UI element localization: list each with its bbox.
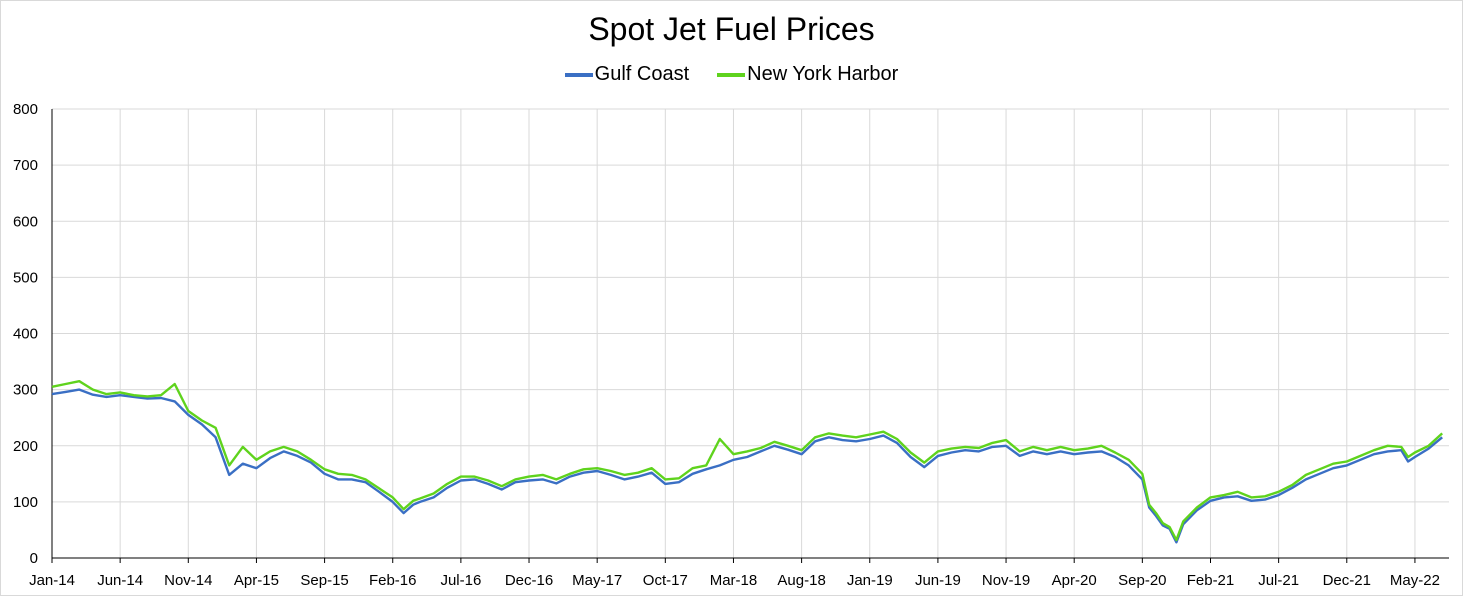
- y-tick-label: 400: [13, 326, 38, 343]
- x-tick-label: Apr-20: [1052, 572, 1097, 589]
- y-tick-label: 0: [30, 550, 38, 567]
- x-tick-label: May-17: [572, 572, 622, 589]
- legend-item-gulf-coast: Gulf Coast: [564, 63, 690, 86]
- x-tick-label: May-22: [1390, 572, 1440, 589]
- x-tick-label: Jun-14: [97, 572, 143, 589]
- legend-label-gulf-coast: Gulf Coast: [594, 63, 690, 85]
- y-tick-label: 300: [13, 382, 38, 399]
- y-tick-label: 500: [13, 269, 38, 286]
- x-tick-label: Aug-18: [777, 572, 825, 589]
- series-line-gulf-coast: [51, 388, 1443, 544]
- y-tick-label: 600: [13, 213, 38, 230]
- y-tick-label: 200: [13, 438, 38, 455]
- y-tick-label: 800: [13, 101, 38, 118]
- x-tick-label: Dec-21: [1323, 572, 1371, 589]
- legend-label-new-york-harbor: New York Harbor: [747, 63, 899, 85]
- series-line-new-york-harbor: [51, 380, 1444, 542]
- x-tick-label: Sep-15: [300, 572, 348, 589]
- legend-swatch-gulf-coast: [564, 72, 593, 77]
- y-tick-label: 700: [13, 157, 38, 174]
- legend-swatch-new-york-harbor: [717, 72, 746, 77]
- legend: Gulf Coast New York Harbor: [1, 63, 1462, 86]
- x-tick-label: Nov-14: [164, 572, 212, 589]
- x-tick-label: Oct-17: [643, 572, 688, 589]
- x-tick-label: Jan-19: [847, 572, 893, 589]
- x-tick-label: Mar-18: [710, 572, 758, 589]
- x-tick-label: Feb-16: [369, 572, 417, 589]
- x-tick-label: Apr-15: [234, 572, 279, 589]
- x-tick-label: Dec-16: [505, 572, 553, 589]
- x-tick-label: Jun-19: [915, 572, 961, 589]
- legend-item-new-york-harbor: New York Harbor: [717, 63, 898, 86]
- chart-title: Spot Jet Fuel Prices: [588, 11, 875, 47]
- x-tick-label: Jul-16: [440, 572, 481, 589]
- x-tick-label: Feb-21: [1187, 572, 1235, 589]
- x-tick-label: Jul-21: [1258, 572, 1299, 589]
- x-tick-label: Sep-20: [1118, 572, 1166, 589]
- x-tick-label: Nov-19: [982, 572, 1030, 589]
- y-tick-label: 100: [13, 494, 38, 511]
- x-tick-label: Jan-14: [29, 572, 75, 589]
